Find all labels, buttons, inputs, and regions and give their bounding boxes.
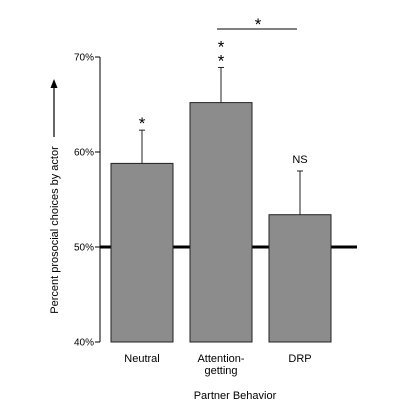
bar-drp [268,214,332,343]
x-tick-label: Neutral [124,353,159,365]
significance-label: * [139,114,146,133]
significance-label: NS [292,154,307,166]
y-tick-label: 70% [74,53,94,64]
error-bars [139,66,303,215]
y-arrow [50,79,58,137]
significance-star: * [139,114,146,133]
significance-star: * [218,37,225,56]
x-tick-label: DRP [288,353,311,365]
significance-star: * [218,51,225,70]
bar-attention-getting [189,102,253,343]
y-tick-label: 40% [74,338,94,349]
significance-label: ** [218,37,225,70]
bar-neutral [110,162,174,343]
bars [110,102,332,343]
comparison-star: * [255,15,262,34]
x-tick-label: Attention-getting [197,353,244,377]
y-axis-title: Percent prosocial choices by actor [49,146,61,314]
y-tick-label: 60% [74,148,94,159]
y-tick-label: 50% [74,243,94,254]
x-axis-title: Partner Behavior [194,390,277,402]
tick-labels: 40% 50% 60% 70% Neutral Attention-getting DRP [74,53,312,378]
annotations: ***NS* [139,15,308,166]
